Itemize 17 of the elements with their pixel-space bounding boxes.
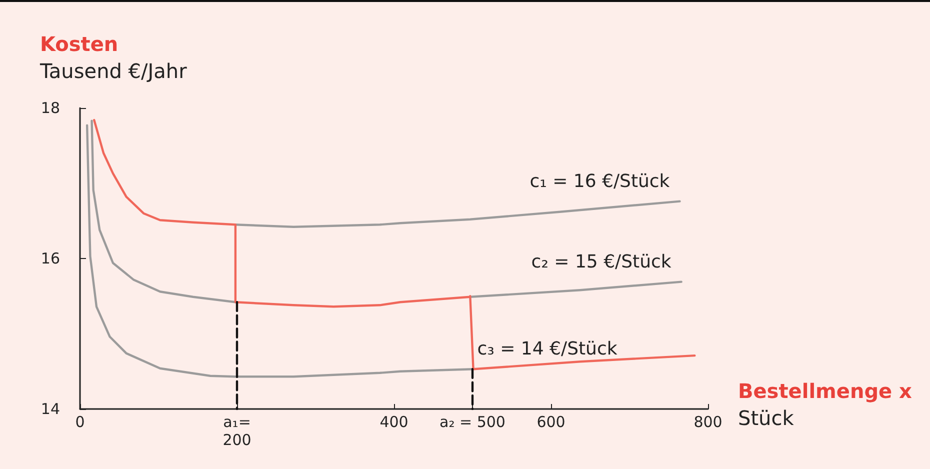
y-tick-label: 18	[40, 99, 60, 117]
series-label: c₁ = 16 €/Stück	[530, 170, 670, 192]
y-axis-title: Kosten Tausend €/Jahr	[39, 32, 188, 83]
y-tick-label: 14	[40, 400, 60, 418]
x-tick-label: a₁= 200	[222, 413, 252, 449]
x-tick-label: 400	[380, 413, 408, 431]
line-series	[86, 124, 474, 378]
series-label: c₃ = 14 €/Stück	[477, 338, 618, 360]
line-series	[93, 118, 696, 370]
x-tick-label: 600	[536, 413, 566, 431]
x-tick-label: a₂ = 500	[440, 413, 506, 431]
line-series	[234, 200, 681, 228]
y-tick-label: 16	[40, 250, 60, 268]
x-tick-label: 800	[694, 413, 722, 431]
x-axis-title: Bestellmenge x Stück	[738, 379, 912, 430]
x-tick-label: 0	[75, 413, 85, 431]
series-label: c₂ = 15 €/Stück	[531, 251, 672, 272]
